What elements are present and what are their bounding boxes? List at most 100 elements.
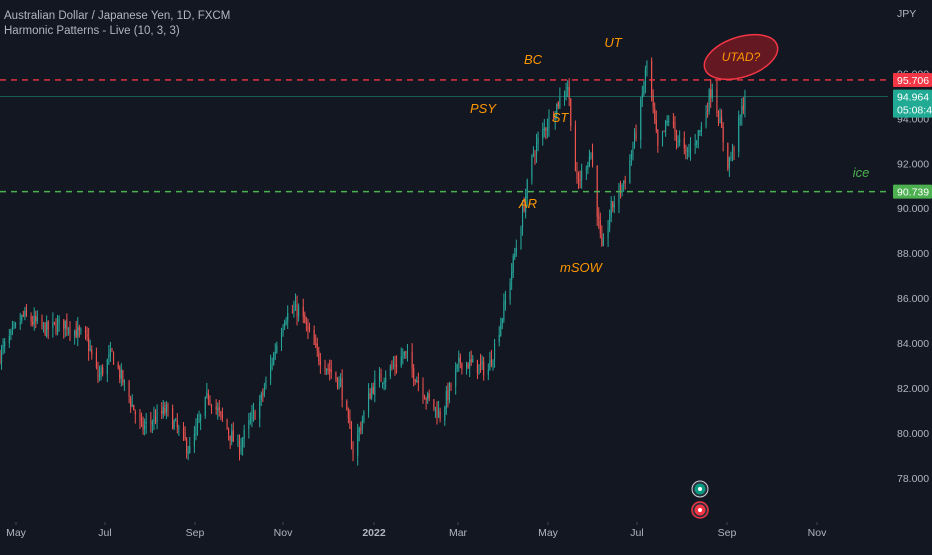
candle[interactable] bbox=[414, 378, 416, 385]
candle[interactable] bbox=[134, 409, 136, 424]
candle[interactable] bbox=[358, 426, 360, 442]
candle[interactable] bbox=[548, 109, 550, 137]
candle[interactable] bbox=[591, 143, 594, 168]
candle[interactable] bbox=[369, 388, 371, 400]
candle[interactable] bbox=[588, 149, 590, 168]
event-icons[interactable] bbox=[691, 480, 709, 519]
candle[interactable] bbox=[120, 363, 122, 387]
candle[interactable] bbox=[461, 362, 463, 375]
candle[interactable] bbox=[500, 317, 502, 337]
candle[interactable] bbox=[8, 329, 10, 348]
candle[interactable] bbox=[598, 207, 600, 229]
candle[interactable] bbox=[336, 376, 339, 390]
candle[interactable] bbox=[629, 154, 631, 184]
candle[interactable] bbox=[182, 422, 185, 441]
candle[interactable] bbox=[666, 115, 668, 126]
candle[interactable] bbox=[427, 391, 429, 404]
candle[interactable] bbox=[15, 322, 17, 329]
candle[interactable] bbox=[2, 338, 4, 355]
candle[interactable] bbox=[240, 437, 242, 455]
candle[interactable] bbox=[74, 329, 76, 345]
candle[interactable] bbox=[717, 110, 720, 127]
candle[interactable] bbox=[520, 225, 522, 250]
price-axis[interactable]: JPY96.00094.00092.00090.00088.00086.0008… bbox=[897, 8, 929, 485]
candle[interactable] bbox=[509, 278, 511, 305]
candle[interactable] bbox=[738, 110, 740, 158]
candle[interactable] bbox=[52, 312, 54, 338]
candle[interactable] bbox=[696, 139, 698, 149]
candle[interactable] bbox=[319, 352, 321, 374]
candle[interactable] bbox=[511, 263, 513, 290]
candle[interactable] bbox=[262, 388, 264, 403]
dividend-event-icon[interactable] bbox=[691, 501, 709, 519]
candle[interactable] bbox=[546, 118, 548, 139]
candle[interactable] bbox=[722, 122, 724, 152]
candle[interactable] bbox=[400, 347, 402, 368]
candle[interactable] bbox=[260, 391, 262, 407]
time-axis[interactable]: May Jul Sep Nov 2022 Mar May Jul Sep Nov bbox=[6, 522, 827, 539]
candle[interactable] bbox=[282, 324, 284, 337]
candle[interactable] bbox=[207, 389, 209, 406]
candle[interactable] bbox=[32, 315, 34, 327]
candle[interactable] bbox=[140, 412, 143, 428]
candle[interactable] bbox=[315, 334, 317, 349]
candle[interactable] bbox=[641, 85, 643, 107]
candle[interactable] bbox=[200, 413, 202, 431]
candle[interactable] bbox=[176, 413, 178, 434]
horizontal-levels[interactable] bbox=[0, 79, 888, 193]
candle[interactable] bbox=[744, 89, 746, 118]
candle[interactable] bbox=[674, 115, 676, 141]
candle[interactable] bbox=[144, 418, 146, 436]
candle[interactable] bbox=[231, 423, 233, 446]
candle[interactable] bbox=[11, 320, 13, 336]
candle[interactable] bbox=[274, 343, 276, 360]
candle[interactable] bbox=[525, 188, 527, 219]
indicator-title[interactable]: Harmonic Patterns - Live (10, 3, 3) bbox=[4, 25, 180, 37]
candle[interactable] bbox=[450, 382, 452, 391]
candle[interactable] bbox=[661, 130, 664, 147]
candle[interactable] bbox=[694, 133, 696, 154]
candle[interactable] bbox=[248, 412, 250, 439]
candle[interactable] bbox=[428, 389, 430, 402]
candle[interactable] bbox=[173, 419, 175, 431]
candle[interactable] bbox=[727, 142, 729, 172]
candle[interactable] bbox=[361, 415, 363, 435]
candle[interactable] bbox=[316, 337, 318, 357]
candle[interactable] bbox=[271, 357, 273, 371]
candle[interactable] bbox=[472, 354, 474, 363]
candle[interactable] bbox=[652, 89, 654, 114]
candle[interactable] bbox=[251, 404, 253, 428]
candle[interactable] bbox=[226, 418, 228, 430]
candle[interactable] bbox=[438, 400, 440, 418]
candle[interactable] bbox=[596, 165, 598, 226]
candle[interactable] bbox=[602, 233, 604, 247]
candle[interactable] bbox=[565, 82, 567, 101]
candle[interactable] bbox=[360, 421, 362, 435]
candle[interactable] bbox=[563, 90, 566, 106]
candle[interactable] bbox=[610, 196, 612, 223]
candle[interactable] bbox=[156, 404, 158, 430]
candle[interactable] bbox=[433, 399, 435, 412]
symbol-title[interactable]: Australian Dollar / Japanese Yen, 1D, FX… bbox=[4, 10, 231, 22]
candle[interactable] bbox=[633, 128, 636, 149]
candle[interactable] bbox=[228, 427, 230, 441]
candle[interactable] bbox=[350, 420, 353, 450]
candle[interactable] bbox=[1, 344, 3, 370]
candle[interactable] bbox=[607, 219, 609, 247]
candle[interactable] bbox=[167, 402, 169, 417]
candle[interactable] bbox=[405, 350, 407, 359]
candle[interactable] bbox=[710, 79, 712, 108]
candle[interactable] bbox=[154, 409, 157, 425]
candle[interactable] bbox=[19, 312, 21, 330]
candle[interactable] bbox=[106, 358, 108, 383]
candle[interactable] bbox=[86, 326, 88, 342]
candle[interactable] bbox=[352, 441, 354, 462]
candle[interactable] bbox=[249, 412, 251, 425]
candle[interactable] bbox=[44, 321, 46, 337]
candle[interactable] bbox=[623, 180, 625, 192]
candle[interactable] bbox=[489, 351, 491, 371]
candle[interactable] bbox=[184, 426, 186, 441]
candle[interactable] bbox=[391, 360, 393, 371]
candle[interactable] bbox=[119, 365, 121, 384]
candle[interactable] bbox=[599, 212, 601, 239]
